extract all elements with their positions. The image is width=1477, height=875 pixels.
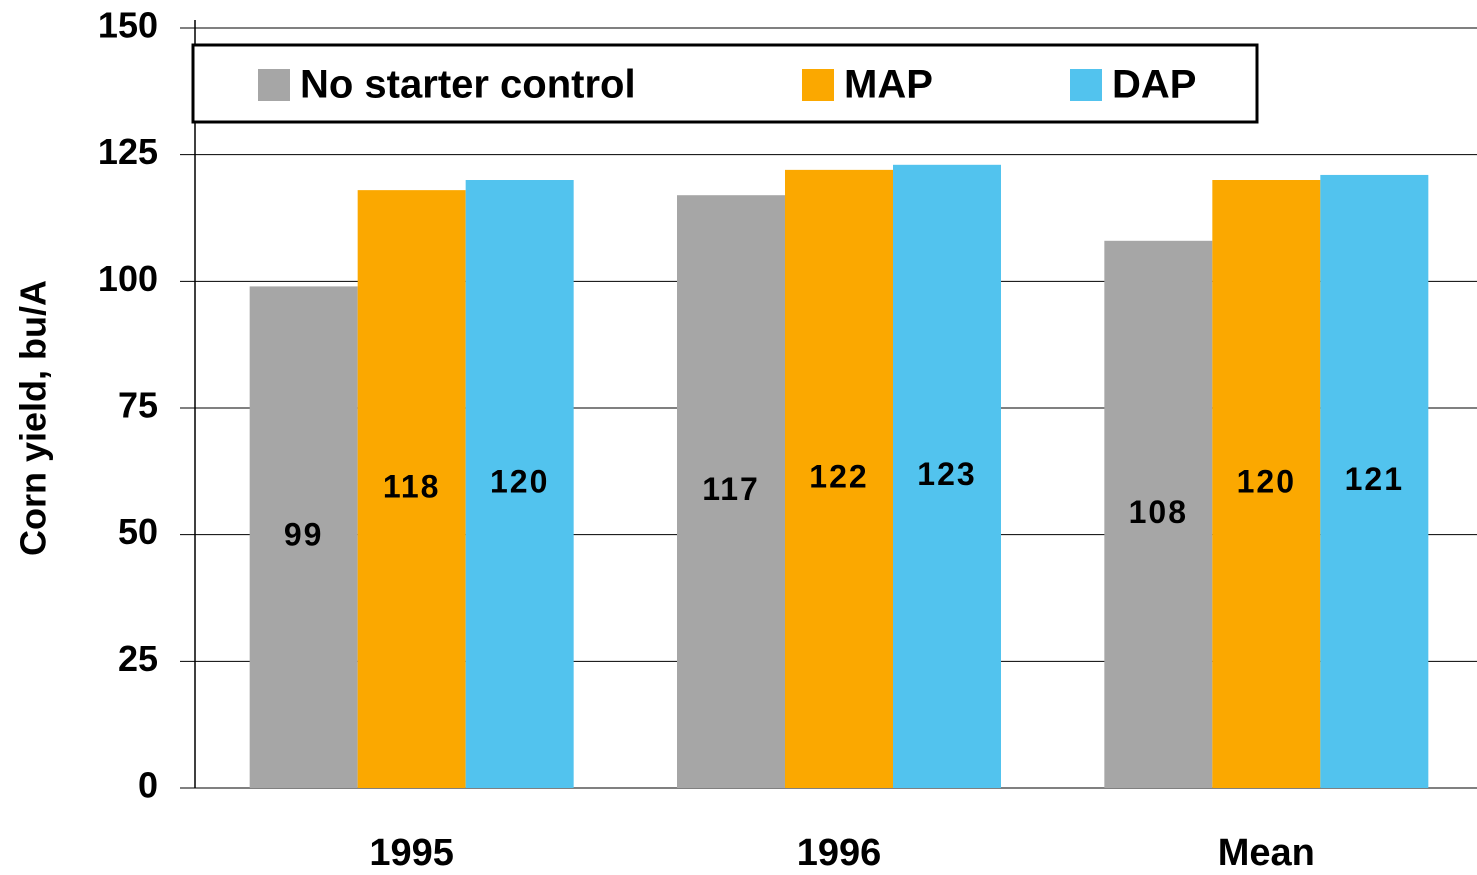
bar (357, 190, 466, 789)
data-label: 117 (702, 471, 760, 507)
data-label: 108 (1129, 494, 1188, 530)
y-tick-label: 150 (98, 5, 158, 46)
x-tick-label: Mean (1218, 832, 1315, 874)
legend-swatch (258, 69, 290, 101)
data-label: 121 (1345, 461, 1404, 497)
bar (249, 286, 358, 788)
y-tick-label: 100 (98, 258, 158, 299)
x-tick-label: 1996 (797, 832, 882, 874)
y-tick-label: 25 (118, 638, 158, 679)
y-tick-label: 125 (98, 131, 158, 172)
data-label: 99 (284, 517, 324, 553)
data-label: 122 (809, 458, 868, 494)
data-label: 118 (383, 469, 441, 505)
legend-label: No starter control (300, 63, 636, 107)
bar (1320, 174, 1429, 788)
legend-label: MAP (844, 63, 933, 107)
legend-swatch (802, 69, 834, 101)
y-axis-label: Corn yield, bu/A (13, 280, 54, 556)
data-label: 120 (490, 463, 549, 499)
bar (893, 164, 1001, 789)
y-tick-label: 50 (118, 511, 158, 552)
x-tick-label: 1995 (369, 832, 454, 874)
data-label: 120 (1237, 463, 1296, 499)
bar (465, 180, 574, 788)
bar (1104, 240, 1213, 789)
y-tick-label: 0 (138, 765, 158, 806)
bar (1212, 180, 1321, 788)
bar (785, 169, 893, 788)
y-tick-label: 75 (118, 385, 158, 426)
legend-swatch (1070, 69, 1102, 101)
data-label: 123 (917, 456, 976, 492)
legend-label: DAP (1112, 63, 1196, 107)
bar (677, 195, 785, 788)
